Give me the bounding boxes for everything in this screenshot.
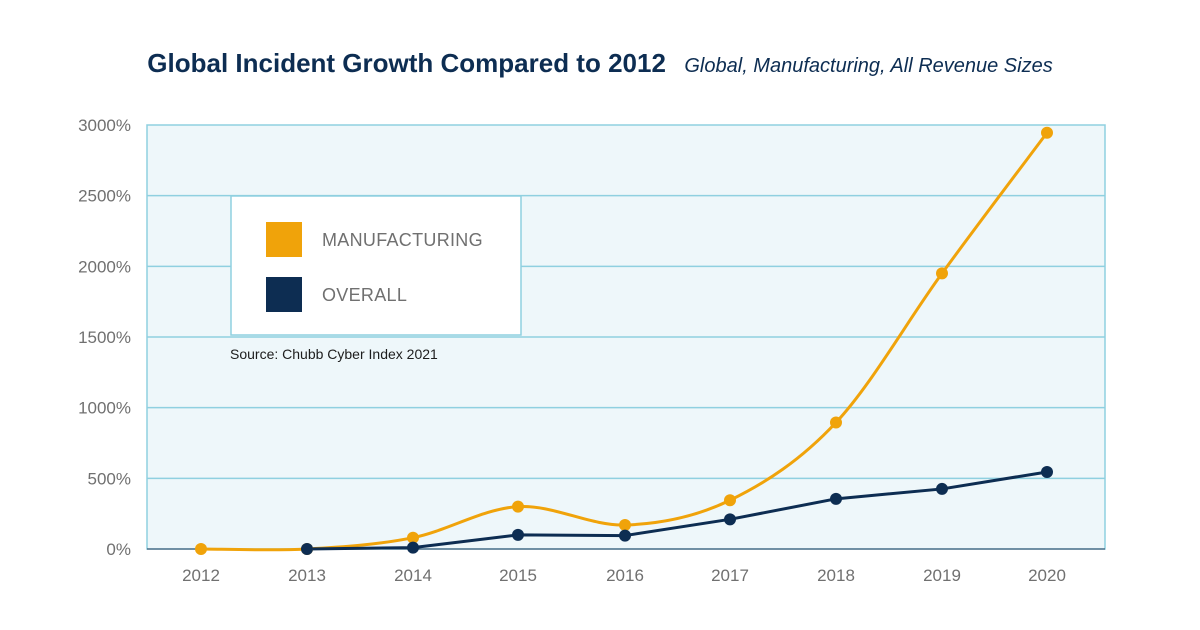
y-tick-label: 2000% <box>78 257 131 276</box>
x-tick-label: 2013 <box>288 566 326 585</box>
legend-swatch-manufacturing <box>266 222 302 257</box>
x-tick-label: 2015 <box>499 566 537 585</box>
data-point-manufacturing <box>936 267 948 280</box>
data-point-overall <box>1041 465 1053 478</box>
legend: MANUFACTURING OVERALL <box>230 195 522 336</box>
y-tick-label: 1000% <box>78 399 131 418</box>
chart-title: Global Incident Growth Compared to 2012 <box>147 48 666 78</box>
legend-label-overall: OVERALL <box>322 285 407 305</box>
x-tick-label: 2017 <box>711 566 749 585</box>
data-point-manufacturing <box>830 416 842 429</box>
data-point-overall <box>724 513 736 526</box>
y-tick-label: 3000% <box>78 116 131 135</box>
y-tick-label: 500% <box>88 469 131 488</box>
title-row: Global Incident Growth Compared to 2012 … <box>0 48 1200 79</box>
x-axis-tick-labels: 2012 2013 2014 2015 2016 2017 2018 2019 2020 <box>182 566 1066 585</box>
x-tick-label: 2018 <box>817 566 855 585</box>
data-point-manufacturing <box>512 500 524 513</box>
data-point-manufacturing <box>195 543 207 555</box>
data-point-overall <box>619 529 631 542</box>
legend-label-manufacturing: MANUFACTURING <box>322 230 483 250</box>
x-tick-label: 2012 <box>182 566 220 585</box>
data-point-overall <box>512 528 524 541</box>
data-point-overall <box>936 482 948 495</box>
data-point-manufacturing <box>619 518 631 531</box>
data-point-overall <box>301 543 313 555</box>
x-tick-label: 2020 <box>1028 566 1066 585</box>
legend-swatch-overall <box>266 277 302 312</box>
chart-subtitle: Global, Manufacturing, All Revenue Sizes <box>684 55 1053 77</box>
y-tick-label: 0% <box>106 540 131 559</box>
series-points <box>195 126 1053 555</box>
x-tick-label: 2019 <box>923 566 961 585</box>
y-tick-label: 2500% <box>78 187 131 206</box>
legend-box <box>230 195 522 336</box>
series-line-overall <box>305 470 1049 551</box>
y-axis-tick-labels: 0% 500% 1000% 1500% 2000% 2500% 3000% <box>78 116 131 559</box>
data-point-manufacturing <box>1041 126 1053 139</box>
source-note: Source: Chubb Cyber Index 2021 <box>230 346 438 362</box>
data-point-manufacturing <box>407 531 419 544</box>
x-tick-label: 2016 <box>606 566 644 585</box>
data-point-manufacturing <box>724 494 736 507</box>
x-tick-label: 2014 <box>394 566 432 585</box>
series-lines <box>199 131 1049 552</box>
data-point-overall <box>407 541 419 554</box>
data-point-overall <box>830 492 842 505</box>
series-line-manufacturing <box>199 131 1049 552</box>
y-tick-label: 1500% <box>78 328 131 347</box>
